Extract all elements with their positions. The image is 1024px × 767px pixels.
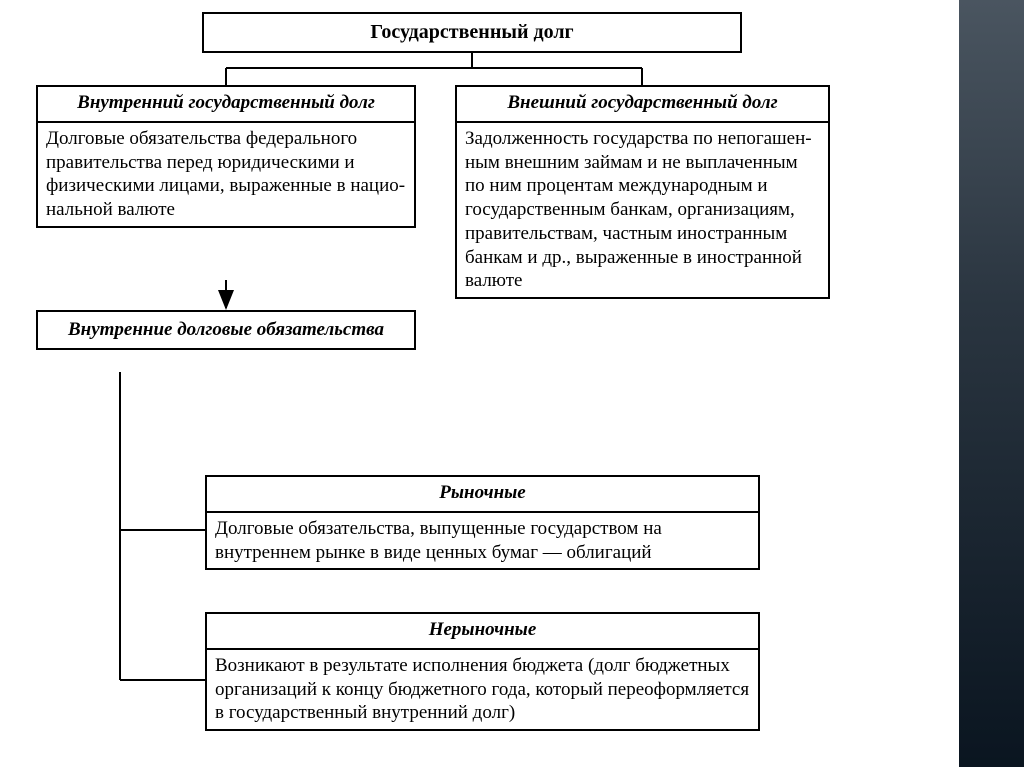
node-root-text: Государственный долг	[370, 21, 573, 43]
node-nonmarket-body: Возникают в результате исполнения бюдже­…	[215, 654, 750, 725]
node-internal-obligations-text: Внутренние долговые обязательства	[68, 319, 384, 340]
node-nonmarket-header: Нерыночные	[207, 614, 758, 650]
node-external: Внешний государственный долг Задолженнос…	[455, 85, 830, 299]
decorative-sidebar	[959, 0, 1024, 767]
node-market: Рыночные Долговые обязательства, выпущен…	[205, 475, 760, 570]
diagram-area: Государственный долг Внутренний государс…	[0, 0, 959, 767]
node-internal-obligations: Внутренние долговые обязательства	[36, 310, 416, 350]
node-internal-header: Внутренний государственный долг	[38, 87, 414, 123]
node-external-header: Внешний государственный долг	[457, 87, 828, 123]
node-market-body: Долговые обязательства, выпущенные го­су…	[215, 517, 750, 565]
node-external-body: Задолженность госу­дарства по непогашен­…	[465, 127, 820, 293]
node-internal: Внутренний государственный долг Долговые…	[36, 85, 416, 228]
node-nonmarket: Нерыночные Возникают в результате исполн…	[205, 612, 760, 731]
node-internal-body: Долговые обязательства феде­рального пра…	[46, 127, 406, 222]
node-market-header: Рыночные	[207, 477, 758, 513]
node-root: Государственный долг	[202, 12, 742, 53]
